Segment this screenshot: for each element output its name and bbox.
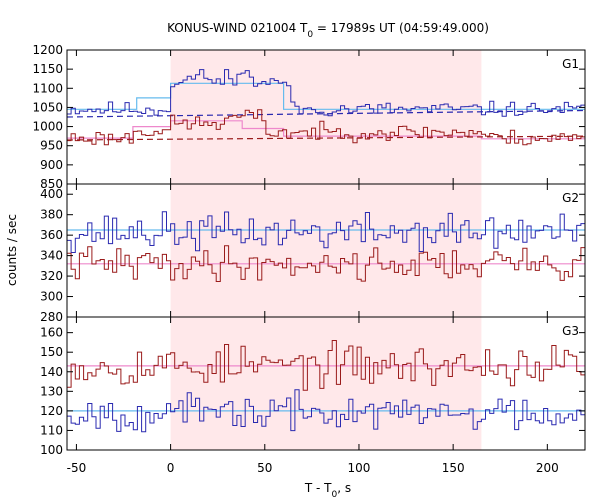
panel-g2: 280 300 320 340 360 380 400 G2 xyxy=(40,183,586,324)
y-tick-label: 140 xyxy=(40,365,63,379)
y-tick-label: 160 xyxy=(40,326,63,340)
background-fit-2 xyxy=(67,135,585,141)
y-tick-label: 380 xyxy=(40,208,63,222)
x-tick-label: 200 xyxy=(536,461,559,475)
y-tick-label: 280 xyxy=(40,310,63,324)
panel-frame xyxy=(66,316,586,451)
y-tick-label: 300 xyxy=(40,290,63,304)
y-tick-label: 1100 xyxy=(32,81,63,95)
plot-area: 85090095010001050110011501200G1280300320… xyxy=(32,43,586,475)
y-tick-label: 950 xyxy=(40,139,63,153)
y-tick-label: 1200 xyxy=(32,43,63,57)
y-tick-label: 360 xyxy=(40,228,63,242)
x-tick-label: 50 xyxy=(257,461,272,475)
chart-title: KONUS-WIND 021004 T0 = 17989s UT (04:59:… xyxy=(167,21,489,40)
x-tick-label: -50 xyxy=(67,461,87,475)
panel-data xyxy=(67,340,585,433)
panel-g1: 850 900 950 1000 1050 1100 1150 1200 G1 xyxy=(32,43,586,191)
y-tick-label: 320 xyxy=(40,269,63,283)
background-fit-1 xyxy=(67,109,585,118)
y-tick-label: 850 xyxy=(40,177,63,191)
light-curve-1 xyxy=(67,69,585,117)
y-axis-title: counts / sec xyxy=(5,214,19,286)
light-curve-1 xyxy=(67,211,585,253)
panel-data xyxy=(67,211,585,282)
light-curve-2 xyxy=(67,389,585,433)
y-tick-label: 150 xyxy=(40,345,63,359)
x-tick-label: 100 xyxy=(348,461,371,475)
y-tick-label: 400 xyxy=(40,187,63,201)
y-tick-label: 110 xyxy=(40,423,63,437)
panel-label: G1 xyxy=(562,57,579,71)
x-tick-label: 0 xyxy=(167,461,175,475)
panel-label: G3 xyxy=(562,324,579,338)
x-axis-title: T - T0, s xyxy=(304,481,351,500)
panel-label: G2 xyxy=(562,191,579,205)
y-tick-label: 1050 xyxy=(32,100,63,114)
y-tick-label: 120 xyxy=(40,404,63,418)
x-tick-label: 150 xyxy=(442,461,465,475)
panel-data xyxy=(67,69,585,146)
y-tick-label: 1150 xyxy=(32,62,63,76)
y-tick-label: 340 xyxy=(40,249,63,263)
y-tick-label: 130 xyxy=(40,384,63,398)
light-curve-2 xyxy=(67,245,585,282)
panel-g3: 100 110 120 130 140 150 160 G3 xyxy=(40,316,586,457)
y-tick-label: 900 xyxy=(40,158,63,172)
highlight-interval xyxy=(170,50,482,450)
y-tick-label: 1000 xyxy=(32,120,63,134)
light-curve-1 xyxy=(67,340,585,391)
y-tick-label: 100 xyxy=(40,443,63,457)
light-curve-2 xyxy=(67,109,585,146)
